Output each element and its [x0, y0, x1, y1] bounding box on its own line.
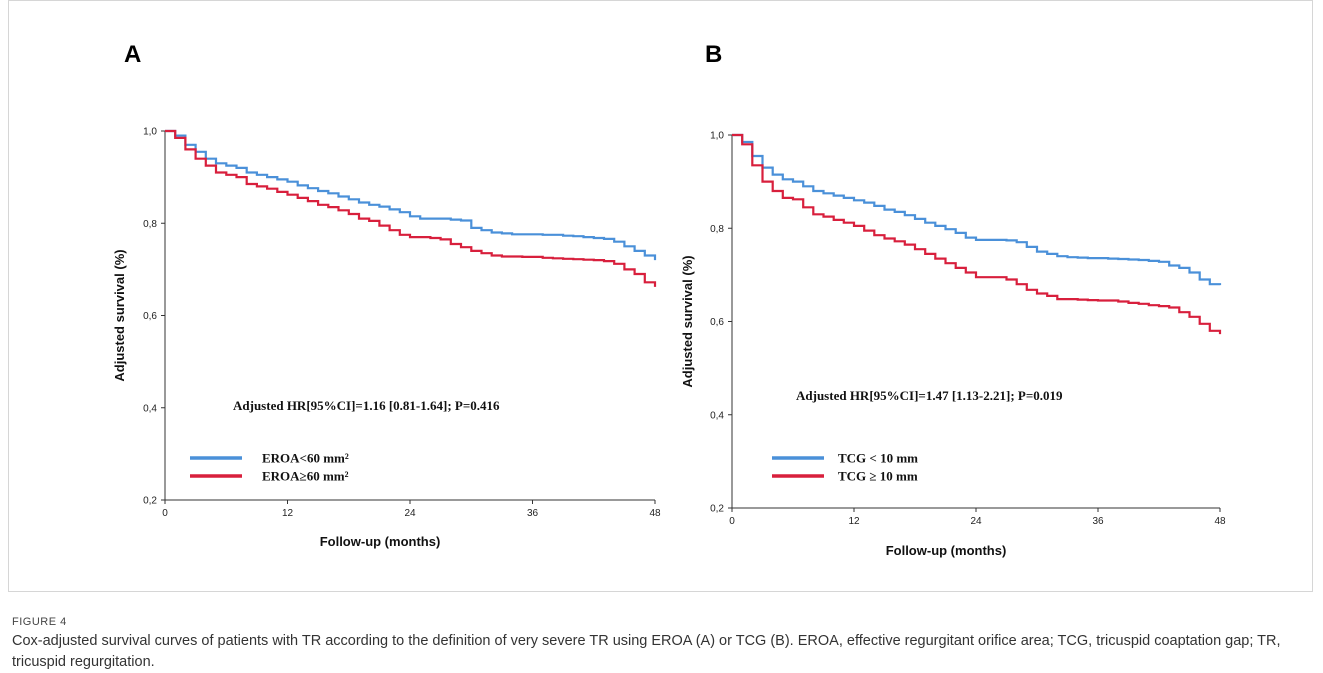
x-tick-label: 24 — [970, 516, 982, 527]
x-tick-label: 48 — [649, 508, 661, 519]
figure-frame — [8, 0, 1313, 592]
hr-annotation: Adjusted HR[95%CI]=1.47 [1.13-2.21]; P=0… — [796, 388, 1063, 403]
x-axis-label: Follow-up (months) — [320, 534, 441, 549]
x-tick-label: 36 — [527, 508, 539, 519]
survival-curve-higher-group — [732, 133, 1222, 335]
legend-label: TCG < 10 mm — [838, 451, 918, 466]
x-tick-label: 0 — [729, 516, 735, 527]
y-tick-label: 0,2 — [143, 496, 157, 507]
x-tick-label: 0 — [162, 508, 168, 519]
x-tick-label: 36 — [1092, 516, 1104, 527]
y-tick-label: 1,0 — [143, 127, 157, 138]
survival-curve-lower-group — [165, 129, 657, 261]
figure-canvas: A 0,2 0,4 0,6 0,8 1,0 0 12 24 36 48 Follow-up (mon… — [112, 41, 1226, 558]
x-tick-label: 48 — [1214, 516, 1226, 527]
y-axis-label: Adjusted survival (%) — [112, 249, 127, 381]
hr-annotation: Adjusted HR[95%CI]=1.16 [0.81-1.64]; P=0… — [233, 398, 500, 413]
y-tick-label: 0,4 — [710, 410, 724, 421]
x-tick-label: 24 — [404, 508, 416, 519]
y-tick-label: 0,6 — [710, 317, 724, 328]
caption-text: Cox-adjusted survival curves of patients… — [12, 633, 1281, 670]
y-tick-label: 0,8 — [143, 219, 157, 230]
panel-a-letter: A — [124, 41, 141, 68]
legend-label: TCG ≥ 10 mm — [838, 469, 918, 484]
figure-caption: FIGURE 4 Cox-adjusted survival curves of… — [12, 616, 1312, 673]
y-axis-label: Adjusted survival (%) — [680, 255, 695, 387]
x-tick-label: 12 — [848, 516, 860, 527]
survival-curve-higher-group — [165, 129, 657, 287]
x-axis-label: Follow-up (months) — [886, 543, 1007, 558]
panel-b-letter: B — [705, 41, 722, 68]
survival-curve-lower-group — [732, 133, 1222, 286]
y-tick-label: 0,6 — [143, 311, 157, 322]
y-tick-label: 0,4 — [143, 403, 157, 414]
legend-label: EROA≥60 mm² — [262, 469, 349, 484]
y-tick-label: 0,8 — [710, 224, 724, 235]
x-tick-label: 12 — [282, 508, 294, 519]
y-tick-label: 1,0 — [710, 131, 724, 142]
panel-a: A 0,2 0,4 0,6 0,8 1,0 0 12 24 36 48 Follow-up (mon… — [112, 41, 661, 549]
figure-label: FIGURE 4 — [12, 616, 67, 628]
legend-label: EROA<60 mm² — [262, 451, 349, 466]
y-tick-label: 0,2 — [710, 504, 724, 515]
panel-b: B 0,2 0,4 0,6 0,8 1,0 0 12 24 36 48 Follow-up (mon… — [680, 41, 1226, 558]
